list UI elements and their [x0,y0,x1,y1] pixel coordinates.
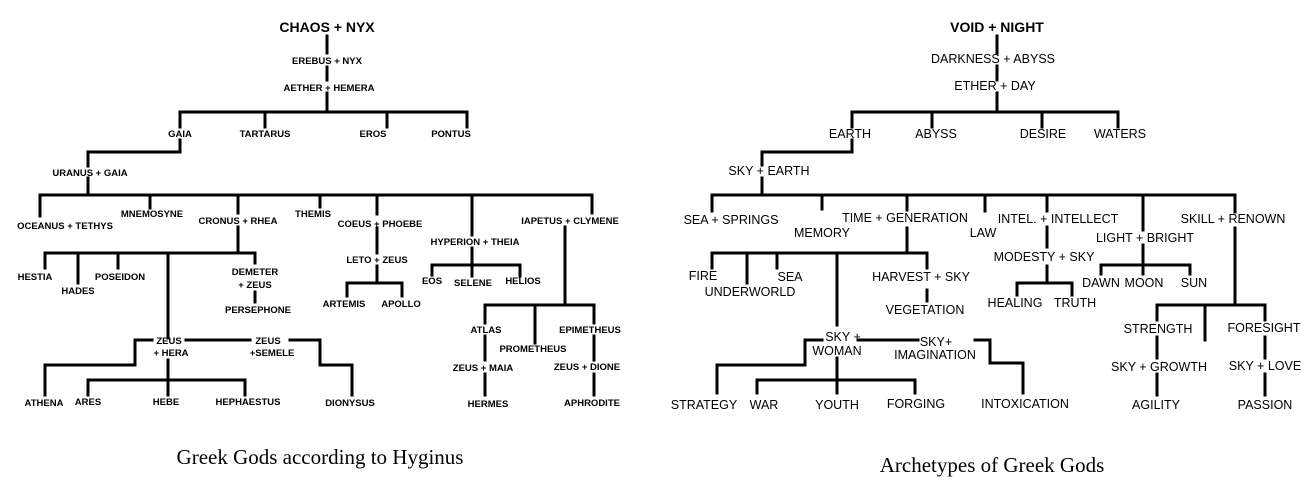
node-hebe: HEBE [153,397,179,408]
node-prometheus: PROMETHEUS [499,344,566,355]
node-leto-zeus: LETO + ZEUS [346,255,407,266]
node-harvest-sky: HARVEST + SKY [872,270,971,284]
node-hephaestus: HEPHAESTUS [216,397,281,408]
node-aether-hemera: AETHER + HEMERA [283,83,374,94]
node-underworld: UNDERWORLD [705,285,796,299]
node-youth: YOUTH [815,398,859,412]
node-dawn: DAWN [1082,276,1120,290]
node-sky-woman-line2: WOMAN [812,344,861,358]
node-truth: TRUTH [1054,296,1096,310]
left-caption: Greek Gods according to Hyginus [177,445,464,469]
node-vegetation: VEGETATION [886,303,965,317]
node-hyperion-theia: HYPERION + THEIA [431,237,520,248]
node-light-bright: LIGHT + BRIGHT [1096,231,1194,245]
node-strategy: STRATEGY [671,398,738,412]
node-sky-woman-line1: SKY + [825,330,861,344]
node-zeus-semele-line2: +SEMELE [250,348,295,359]
node-intel-intellect: INTEL. + INTELLECT [998,212,1119,226]
node-war: WAR [750,398,779,412]
node-eos: EOS [422,276,442,287]
node-athena: ATHENA [25,398,64,409]
node-foresight: FORESIGHT [1228,321,1301,335]
node-void-night: VOID + NIGHT [950,19,1044,35]
node-sea: SEA [777,270,803,284]
node-erebus-nyx: EREBUS + NYX [292,56,363,67]
node-aphrodite: APHRODITE [564,398,620,409]
node-sky-growth: SKY + GROWTH [1111,360,1207,374]
left-tree-connectors [38,34,596,397]
node-eros: EROS [360,129,387,140]
node-zeus-semele-line1: ZEUS [255,336,280,347]
node-agility: AGILITY [1132,398,1181,412]
node-zeus-hera-line1: ZEUS [156,336,181,347]
node-strength: STRENGTH [1124,322,1193,336]
node-forging: FORGING [887,397,945,411]
node-passion: PASSION [1238,398,1293,412]
node-intoxication: INTOXICATION [981,397,1069,411]
node-zeus-dione: ZEUS + DIONE [554,362,620,373]
node-zeus-maia: ZEUS + MAIA [453,363,514,374]
left-tree-labels: CHAOS + NYX EREBUS + NYX AETHER + HEMERA… [17,19,621,410]
node-skill-renown: SKILL + RENOWN [1181,212,1286,226]
node-gaia: GAIA [168,129,192,140]
node-fire: FIRE [689,269,717,283]
node-moon: MOON [1125,276,1164,290]
node-earth: EARTH [829,127,871,141]
node-memory: MEMORY [794,226,851,240]
node-oceanus-tethys: OCEANUS + TETHYS [17,221,113,232]
right-tree-labels: VOID + NIGHT DARKNESS + ABYSS ETHER + DA… [671,19,1301,412]
node-atlas: ATLAS [471,325,502,336]
node-hestia: HESTIA [18,272,53,283]
node-waters: WATERS [1094,127,1146,141]
node-persephone: PERSEPHONE [225,305,291,316]
node-coeus-phoebe: COEUS + PHOEBE [338,219,423,230]
node-selene: SELENE [454,278,492,289]
node-abyss: ABYSS [915,127,957,141]
node-artemis: ARTEMIS [323,299,366,310]
node-helios: HELIOS [505,276,540,287]
node-law: LAW [970,226,997,240]
node-dionysus: DIONYSUS [325,398,375,409]
right-tree-connectors [710,34,1267,397]
node-zeus-hera-line2: + HERA [153,348,188,359]
node-iapetus-clymene: IAPETUS + CLYMENE [521,216,619,227]
node-sea-springs: SEA + SPRINGS [684,213,779,227]
node-time-generation: TIME + GENERATION [842,211,968,225]
node-sky-imagination-line1: SKY+ [920,335,952,349]
right-caption: Archetypes of Greek Gods [880,453,1105,477]
node-poseidon: POSEIDON [95,272,145,283]
node-demeter-zeus-line1: DEMETER [232,267,279,278]
node-modesty-sky: MODESTY + SKY [994,250,1096,264]
node-pontus: PONTUS [431,129,471,140]
node-ether-day: ETHER + DAY [954,79,1036,93]
node-sky-love: SKY + LOVE [1229,359,1301,373]
node-sky-imagination-line2: IMAGINATION [894,348,976,362]
node-ares: ARES [75,397,101,408]
node-epimetheus: EPIMETHEUS [559,325,621,336]
node-mnemosyne: MNEMOSYNE [121,209,183,220]
node-uranus-gaia: URANUS + GAIA [52,168,127,179]
node-themis: THEMIS [295,209,331,220]
node-hermes: HERMES [468,399,509,410]
node-hades: HADES [61,286,94,297]
node-desire: DESIRE [1020,127,1067,141]
node-sun: SUN [1181,276,1207,290]
node-darkness-abyss: DARKNESS + ABYSS [931,52,1055,66]
node-healing: HEALING [988,296,1043,310]
node-demeter-zeus-line2: + ZEUS [238,280,272,291]
node-cronus-rhea: CRONUS + RHEA [199,216,278,227]
node-chaos-nyx: CHAOS + NYX [279,19,375,35]
node-apollo: APOLLO [381,299,421,310]
node-sky-earth: SKY + EARTH [728,164,809,178]
node-tartarus: TARTARUS [240,129,291,140]
